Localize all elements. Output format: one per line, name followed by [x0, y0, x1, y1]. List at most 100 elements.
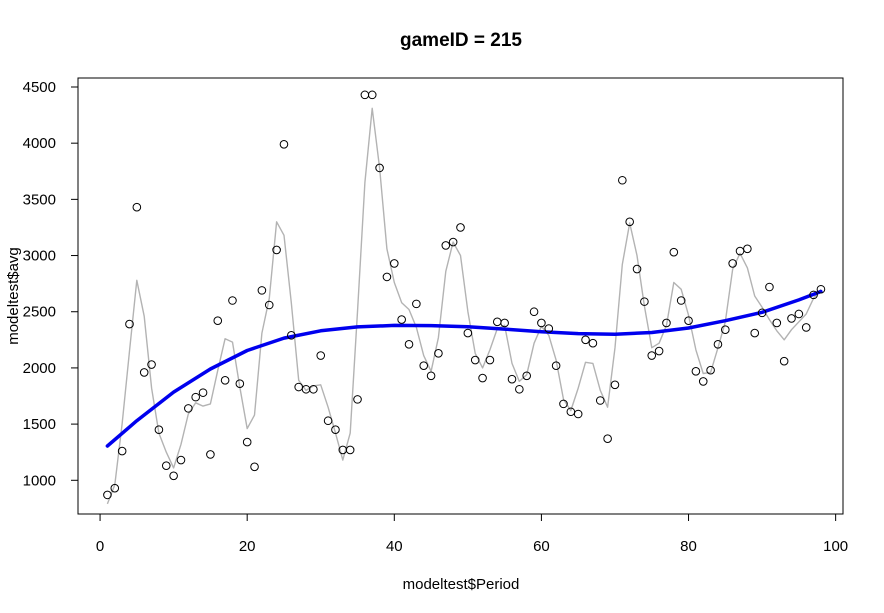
data-point [191, 392, 200, 402]
data-point [618, 175, 627, 185]
data-point [331, 425, 340, 435]
y-tick-label: 1000 [23, 472, 56, 489]
data-point [360, 90, 370, 100]
x-axis-label: modeltest$Period [403, 576, 520, 593]
y-axis: 1000 1500 2000 2500 3000 3500 4000 4500 [23, 79, 79, 489]
y-axis-label: modeltest$avg [5, 247, 22, 345]
data-point [206, 450, 215, 459]
data-point [713, 340, 723, 349]
data-point [478, 373, 487, 383]
data-point [743, 244, 752, 254]
data-point [250, 462, 259, 472]
data-point [287, 331, 296, 340]
data-point [706, 365, 715, 375]
data-point [801, 323, 811, 332]
data-point [375, 163, 384, 173]
data-point [139, 368, 149, 377]
data-point [529, 307, 539, 317]
data-point [581, 335, 590, 345]
data-point [684, 316, 693, 326]
data-point [507, 374, 517, 384]
y-tick-label: 4500 [23, 79, 56, 96]
data-point [397, 315, 406, 324]
x-tick-label: 40 [386, 538, 403, 555]
y-tick-label: 1500 [23, 416, 56, 433]
data-point [309, 384, 318, 394]
data-point [125, 319, 134, 329]
y-tick-label: 3000 [23, 248, 56, 265]
y-tick-label: 2000 [23, 360, 56, 377]
data-point [456, 223, 465, 232]
data-point [103, 490, 112, 500]
data-point [434, 349, 443, 358]
data-point [279, 139, 289, 149]
data-point [448, 237, 458, 247]
data-point [779, 356, 789, 366]
chart-title: gameID = 215 [400, 30, 522, 51]
data-point [184, 404, 193, 413]
data-point [750, 328, 760, 338]
data-point [721, 325, 730, 335]
data-point [110, 483, 120, 493]
data-point [669, 247, 679, 257]
data-point [698, 377, 708, 386]
data-point [441, 241, 451, 250]
x-tick-label: 20 [239, 538, 256, 555]
data-point [728, 259, 737, 268]
data-point [500, 318, 509, 328]
data-point [794, 309, 804, 319]
data-point [419, 361, 429, 370]
data-point [544, 324, 554, 333]
data-point [632, 264, 642, 274]
data-point [809, 290, 818, 300]
data-point [603, 434, 612, 444]
data-point [294, 382, 303, 392]
data-point [757, 308, 767, 318]
data-point [147, 360, 156, 369]
data-point [323, 416, 333, 426]
data-point [404, 340, 414, 349]
x-tick-label: 60 [533, 538, 550, 555]
data-point [559, 399, 568, 409]
data-point [470, 355, 480, 365]
data-point [316, 351, 326, 360]
x-tick-label: 0 [96, 538, 104, 555]
y-tick-label: 2500 [23, 304, 56, 321]
smooth-line-layer [106, 107, 822, 505]
data-point [816, 284, 826, 294]
data-point [765, 282, 774, 292]
data-point [161, 461, 171, 470]
series-fit-line [105, 289, 823, 448]
data-point [220, 375, 230, 385]
data-point [257, 286, 267, 295]
data-point [522, 371, 532, 381]
data-point [169, 471, 178, 481]
data-point [588, 338, 598, 348]
data-point [235, 379, 245, 388]
data-point [345, 445, 355, 455]
series-smooth-line [106, 107, 822, 505]
data-point [389, 259, 399, 268]
data-point [595, 396, 605, 405]
data-point [463, 328, 473, 338]
points-layer [103, 90, 826, 500]
data-point [492, 317, 502, 327]
x-tick-label: 80 [680, 538, 697, 555]
data-point [426, 371, 436, 381]
data-point [198, 388, 208, 397]
y-tick-label: 4000 [23, 135, 56, 152]
data-point [367, 90, 377, 100]
data-point [640, 297, 649, 306]
data-point [551, 361, 561, 370]
data-point [625, 217, 634, 227]
data-point [654, 346, 664, 356]
data-point [691, 366, 701, 376]
data-point [610, 380, 620, 390]
data-point [573, 409, 583, 419]
data-point [647, 351, 657, 360]
data-point [676, 296, 686, 305]
data-point [228, 296, 237, 305]
data-point [272, 245, 281, 255]
data-point [242, 437, 252, 447]
